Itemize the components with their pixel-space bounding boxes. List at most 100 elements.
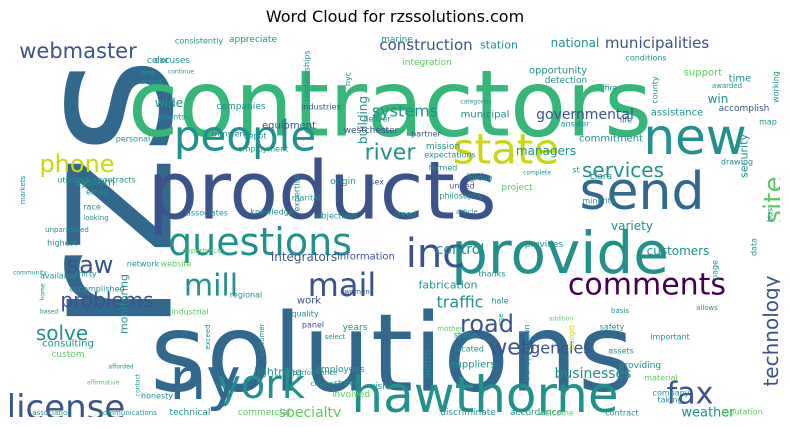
cloud-word: knowledge [250, 208, 293, 217]
cloud-word: commitment [579, 134, 643, 145]
cloud-word: partner [411, 130, 441, 139]
cloud-word: complete [523, 170, 551, 177]
cloud-word: formed [429, 164, 458, 173]
cloud-word: drawing [721, 158, 753, 167]
cloud-word: state [453, 125, 559, 174]
cloud-word: integrators [271, 250, 337, 264]
cloud-word: specialty [279, 405, 342, 417]
cloud-word: managers [516, 144, 576, 158]
cloud-word: honesty [141, 392, 173, 401]
cloud-word: select [325, 333, 346, 341]
cloud-word: station [480, 39, 518, 52]
cloud-word: inc [406, 231, 464, 277]
cloud-word: associates [186, 209, 228, 218]
cloud-word: status [454, 331, 479, 340]
cloud-word: send [579, 162, 704, 222]
cloud-word: action [140, 78, 162, 86]
cloud-word: webmaster [19, 39, 137, 63]
cloud-word: addition [549, 316, 574, 323]
cloud-word: consulting [42, 339, 94, 350]
cloud-word: age [497, 313, 505, 326]
cloud-word: municipalities [605, 34, 710, 52]
cloud-word: afforded [108, 364, 133, 371]
cloud-word: contact [135, 373, 142, 396]
cloud-word: rzs [10, 57, 216, 334]
cloud-word: mother [437, 325, 463, 333]
cloud-word: systems [372, 102, 438, 121]
cloud-word: hale [491, 297, 508, 306]
cloud-word: county [651, 76, 660, 104]
cloud-word: personal [116, 135, 151, 144]
cloud-word: states [334, 379, 358, 388]
cloud-word: fire [604, 84, 617, 93]
cloud-word: building [356, 96, 370, 144]
cloud-word: companies [217, 102, 266, 112]
cloud-word: governmental [536, 107, 634, 123]
cloud-word: looking [83, 214, 108, 222]
cloud-word: river [365, 141, 417, 166]
cloud-word: solve [36, 321, 88, 345]
cloud-word: industrial [171, 308, 208, 317]
cloud-word: information [337, 252, 395, 263]
cloud-word: problems [60, 288, 153, 312]
cloud-word: employment [238, 145, 289, 154]
cloud-word: performance [293, 369, 338, 377]
cloud-word: reputation [721, 408, 763, 417]
cloud-word: lightning [254, 366, 302, 379]
cloud-word: weather [681, 406, 735, 418]
cloud-word: westchester [344, 126, 399, 136]
cloud-word: fabrication [418, 279, 477, 292]
cloud-word: construction [379, 36, 472, 54]
cloud-word: variety [611, 219, 653, 233]
cloud-word: bus [766, 208, 775, 222]
cloud-word: suppliers [450, 360, 495, 371]
cloud-word: employees [315, 365, 364, 375]
cloud-word: commercial [238, 408, 291, 417]
cloud-word: relationships [303, 50, 312, 101]
cloud-word: saw [67, 251, 114, 279]
cloud-word: project [501, 183, 533, 193]
cloud-word: mission [426, 142, 460, 152]
cloud-word: marine [381, 35, 413, 45]
cloud-word: women [344, 288, 370, 296]
cloud-word: events [159, 113, 186, 122]
cloud-word: provide [451, 219, 669, 287]
cloud-word: affirmative [87, 380, 120, 387]
cloud-word: basis [611, 307, 629, 315]
cloud-word: technology [759, 275, 780, 386]
cloud-word: providing [619, 361, 661, 371]
cloud-word: transportation [523, 324, 532, 381]
cloud-word: community [13, 270, 47, 277]
cloud-word: welcome [538, 409, 574, 418]
cloud-word: thirty [75, 270, 97, 279]
cloud-word: philosophy [439, 192, 483, 201]
cloud-word: color [147, 56, 169, 66]
cloud-word: depot [243, 132, 266, 141]
cloud-word: detection [545, 76, 588, 86]
cloud-word: categories [460, 99, 491, 106]
cloud-word: phone [39, 150, 114, 178]
cloud-word: contracts [98, 176, 135, 185]
cloud-word: group [469, 174, 492, 183]
cloud-word: quality [291, 310, 319, 319]
cloud-word: consistently [175, 37, 223, 46]
cloud-word: accomplish [719, 104, 770, 114]
word-cloud-canvas: rzs solutions contractors products provide ha… [10, 31, 780, 417]
cloud-word: map [759, 118, 777, 127]
cloud-word: highest [47, 239, 77, 248]
cloud-word: regional [230, 291, 262, 300]
cloud-word: sex [370, 178, 384, 187]
cloud-word: article [456, 208, 478, 216]
cloud-word: contractors [128, 51, 652, 158]
cloud-word: panel [302, 321, 324, 330]
cloud-word: businesses [555, 366, 632, 382]
cloud-word: communications [99, 409, 157, 417]
cloud-word: working [772, 71, 781, 103]
cloud-word: expertise [293, 174, 302, 211]
cloud-word: material [644, 374, 677, 383]
cloud-word: accordance [510, 408, 562, 417]
cloud-word: road [460, 310, 514, 338]
cloud-word: contract [605, 409, 638, 418]
cloud-word: mill [184, 269, 238, 304]
